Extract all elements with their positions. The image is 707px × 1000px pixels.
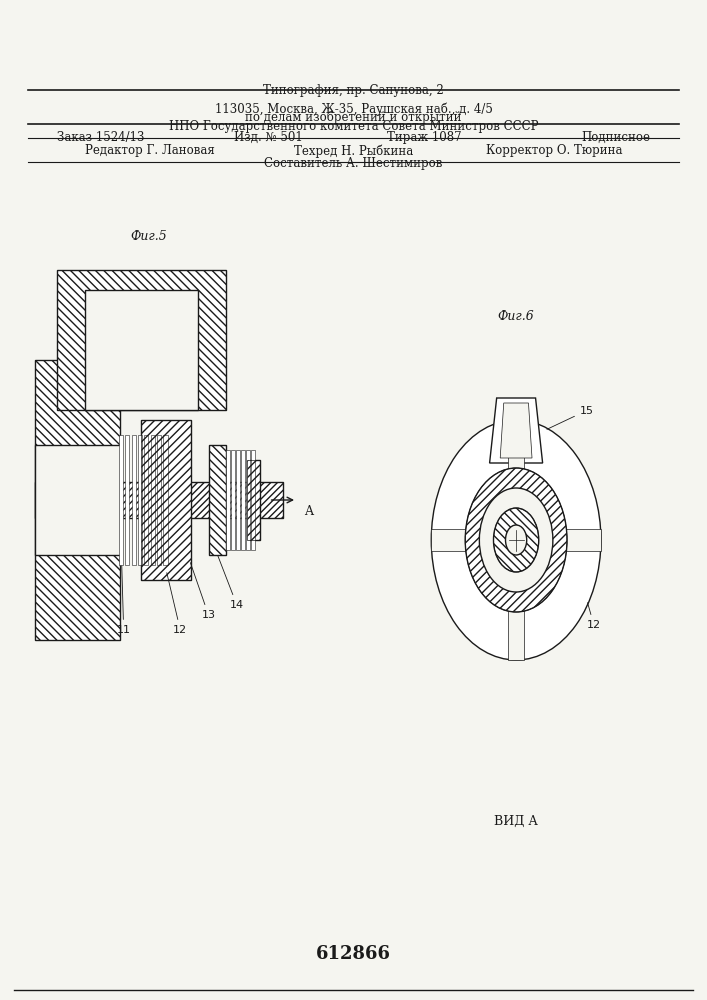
Polygon shape [489, 398, 542, 463]
Bar [141, 420, 191, 580]
Text: Фиг.6: Фиг.6 [498, 310, 534, 323]
Text: Составитель А. Шестимиров: Составитель А. Шестимиров [264, 157, 443, 170]
Text: Редактор Г. Лановая: Редактор Г. Лановая [85, 144, 215, 157]
Bar [163, 435, 168, 565]
Bar [246, 450, 250, 550]
Text: ВИД А: ВИД А [494, 815, 538, 828]
Text: Тираж 1087: Тираж 1087 [387, 131, 462, 144]
Bar [125, 435, 129, 565]
Text: НПО Государственного комитета Совета Министров СССР: НПО Государственного комитета Совета Мин… [169, 120, 538, 133]
Text: A: A [304, 505, 313, 518]
Bar [431, 529, 467, 551]
Bar [247, 460, 260, 540]
Bar [35, 360, 120, 640]
Bar [226, 450, 230, 550]
Bar [85, 290, 198, 410]
Bar [141, 420, 191, 580]
Text: 14: 14 [216, 553, 244, 610]
Bar [151, 435, 155, 565]
Text: Подписное: Подписное [581, 131, 650, 144]
Text: 15: 15 [123, 325, 170, 349]
Text: Фиг.5: Фиг.5 [130, 230, 167, 243]
Bar [209, 445, 226, 555]
Bar [35, 445, 121, 555]
Text: 15: 15 [547, 406, 594, 429]
Text: Заказ 1524/13: Заказ 1524/13 [57, 131, 144, 144]
Polygon shape [500, 403, 532, 458]
Bar [231, 450, 235, 550]
Text: 12: 12 [587, 603, 601, 630]
Bar [132, 435, 136, 565]
Bar [57, 270, 226, 410]
Text: Корректор О. Тюрина: Корректор О. Тюрина [486, 144, 622, 157]
Text: 612866: 612866 [316, 945, 391, 963]
Text: 13: 13 [190, 563, 216, 620]
Text: Изд. № 501: Изд. № 501 [234, 131, 303, 144]
Bar [35, 482, 283, 518]
Bar [57, 270, 226, 410]
Bar [35, 482, 283, 518]
Text: 12: 12 [167, 573, 187, 635]
Circle shape [506, 525, 527, 555]
Bar [157, 435, 161, 565]
Bar [236, 450, 240, 550]
Circle shape [465, 468, 567, 612]
Text: 113035, Москва, Ж-35, Раушская наб., д. 4/5: 113035, Москва, Ж-35, Раушская наб., д. … [214, 102, 493, 115]
Bar [144, 435, 148, 565]
Bar [247, 460, 260, 540]
Bar [566, 529, 601, 551]
Bar [138, 435, 142, 565]
Bar [241, 450, 245, 550]
Text: 11: 11 [117, 563, 131, 635]
Text: Типография, пр. Сапунова, 2: Типография, пр. Сапунова, 2 [263, 84, 444, 97]
Bar [251, 450, 255, 550]
Circle shape [431, 420, 601, 660]
Bar [508, 420, 524, 470]
Text: по делам изобретений и открытий: по делам изобретений и открытий [245, 111, 462, 124]
Bar [119, 435, 123, 565]
Circle shape [493, 508, 539, 572]
Circle shape [479, 488, 553, 592]
Bar [209, 445, 226, 555]
Text: Техред Н. Рыбкина: Техред Н. Рыбкина [294, 144, 413, 157]
Bar [508, 610, 524, 660]
Bar [35, 360, 120, 640]
